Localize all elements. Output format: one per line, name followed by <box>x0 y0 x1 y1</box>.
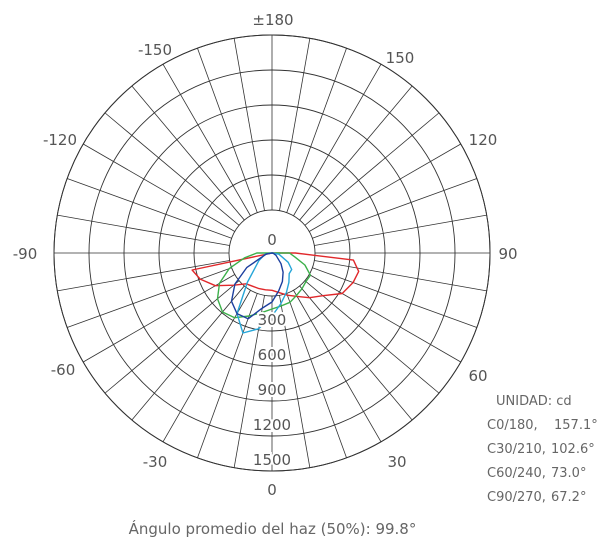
grid-spoke <box>279 38 311 211</box>
beam-angle-footer: Ángulo promedio del haz (50%): 99.8° <box>128 520 417 538</box>
grid-spoke <box>314 214 487 246</box>
grid-spoke <box>304 280 440 394</box>
intensity-curve-2 <box>236 252 293 334</box>
grid-spoke <box>162 64 251 216</box>
grid-spoke <box>293 64 382 216</box>
legend-row-c60: C60/240, 73.0° <box>487 466 586 481</box>
angle-label-n90: -90 <box>13 245 38 263</box>
angle-labels: ±180 -150 150 -120 120 -90 90 -60 60 -30… <box>13 11 518 499</box>
legend-value-c30: 102.6° <box>551 442 595 457</box>
grid-spoke <box>57 214 230 246</box>
angle-label-30: 30 <box>387 453 406 471</box>
grid-spoke <box>197 293 258 458</box>
grid-ring <box>228 209 316 297</box>
grid-ring <box>158 139 386 367</box>
grid-spoke <box>233 38 265 211</box>
grid-spoke <box>312 267 477 328</box>
radial-tick-labels: 0 300 600 900 1200 1500 <box>251 229 293 471</box>
legend-row-c90: C90/270, 67.2° <box>487 490 586 505</box>
grid-spoke <box>299 85 413 221</box>
grid-spoke <box>67 267 232 328</box>
radial-tick-label: 300 <box>258 311 287 329</box>
grid-spoke <box>309 274 461 363</box>
intensity-curves <box>191 252 360 334</box>
legend-label-c30: C30/210, <box>487 442 546 457</box>
angle-label-n150: -150 <box>138 41 172 59</box>
angle-label-n60: -60 <box>51 361 76 379</box>
grid-spoke <box>309 143 461 232</box>
grid-spoke <box>104 280 240 394</box>
grid-spoke <box>104 112 240 226</box>
grid-spoke <box>314 260 487 292</box>
grid-ring <box>193 174 351 332</box>
legend-row-c0: C0/180, 157.1° <box>487 418 598 433</box>
legend-label-c90: C90/270, <box>487 490 546 505</box>
legend-value-c90: 67.2° <box>551 490 587 505</box>
intensity-curve-3 <box>230 252 284 320</box>
angle-label-120: 120 <box>469 131 498 149</box>
angle-label-180: ±180 <box>252 11 293 29</box>
grid-spoke <box>67 178 232 239</box>
radial-tick-label: 1500 <box>253 451 291 469</box>
grid-spoke <box>304 112 440 226</box>
radial-tick-label: 1200 <box>253 416 291 434</box>
grid-spoke <box>83 143 235 232</box>
angle-label-n120: -120 <box>43 131 77 149</box>
grid-spoke <box>162 290 251 442</box>
grid-spoke <box>279 295 311 468</box>
unit-label: UNIDAD: cd <box>496 394 572 409</box>
polar-grid <box>53 34 491 472</box>
angle-label-60: 60 <box>468 367 487 385</box>
legend-value-c60: 73.0° <box>551 466 587 481</box>
legend-label-c0: C0/180, <box>487 418 538 433</box>
grid-spoke <box>197 48 258 213</box>
radial-tick-label: 600 <box>258 346 287 364</box>
grid-ring <box>88 69 456 437</box>
intensity-curve-1 <box>216 252 312 319</box>
grid-spoke <box>83 274 235 363</box>
grid-spoke <box>293 290 382 442</box>
grid-outer-ring <box>53 34 491 472</box>
legend-value-c0: 157.1° <box>554 418 598 433</box>
grid-spoke <box>233 295 265 468</box>
angle-label-0: 0 <box>267 481 277 499</box>
grid-spoke <box>131 285 245 421</box>
intensity-curve-0 <box>191 252 360 299</box>
radial-tick-label: 0 <box>267 231 277 249</box>
grid-spoke <box>131 85 245 221</box>
grid-spoke <box>312 178 477 239</box>
angle-label-90: 90 <box>498 245 517 263</box>
grid-spoke <box>286 293 347 458</box>
grid-spoke <box>57 260 230 292</box>
legend-row-c30: C30/210, 102.6° <box>487 442 595 457</box>
angle-label-150: 150 <box>386 49 415 67</box>
grid-spoke <box>286 48 347 213</box>
angle-label-n30: -30 <box>143 453 168 471</box>
grid-ring <box>123 104 421 402</box>
grid-spoke <box>299 285 413 421</box>
radial-tick-label: 900 <box>258 381 287 399</box>
legend-label-c60: C60/240, <box>487 466 546 481</box>
